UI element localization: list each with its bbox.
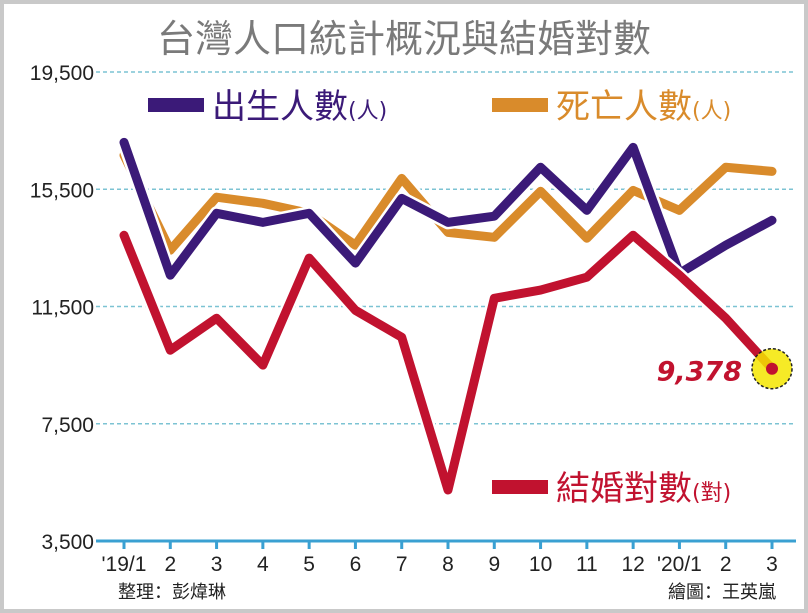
x-tick-label: '20/1 [657,553,702,576]
highlight-point [766,362,778,375]
y-tick-label: 3,500 [41,531,94,554]
legend-label: 出生人數(人) [212,87,387,127]
credit-right: 繪圖：王英嵐 [668,582,776,603]
y-tick-label: 7,500 [41,414,94,437]
legend-unit: (人) [692,99,731,124]
x-tick-label: 9 [488,553,500,576]
legend-name: 死亡人數 [556,87,692,127]
x-tick-label: 12 [621,553,644,576]
credit-left: 整理：彭煒琳 [118,582,226,603]
x-tick-label: 3 [766,553,778,576]
legend-swatch [492,480,548,494]
x-tick-label: 10 [529,553,552,576]
legend-label: 結婚對數(對) [556,469,731,509]
y-tick-label: 15,500 [30,179,94,202]
y-tick-label: 11,500 [31,297,94,320]
legend-name: 結婚對數 [556,469,692,509]
x-tick-label: 7 [396,553,408,576]
chart-title: 台灣人口統計概況與結婚對數 [157,17,651,61]
x-tick-label: 11 [576,553,598,576]
x-tick-label: '19/1 [102,553,147,576]
x-tick-label: 2 [720,553,732,576]
legend-unit: (對) [692,481,731,506]
legend-label: 死亡人數(人) [556,87,731,127]
legend-swatch [492,98,548,112]
x-tick-label: 6 [350,553,362,576]
x-tick-label: 2 [164,553,176,576]
y-tick-label: 19,500 [30,62,94,85]
legend-name: 出生人數 [212,87,348,127]
x-tick-label: 4 [257,553,269,576]
legend-swatch [148,98,204,112]
x-tick-label: 8 [442,553,454,576]
x-tick-label: 3 [211,553,223,576]
annotation-label: 9,378 [657,357,742,388]
x-tick-label: 5 [303,553,315,576]
legend-unit: (人) [348,99,387,124]
